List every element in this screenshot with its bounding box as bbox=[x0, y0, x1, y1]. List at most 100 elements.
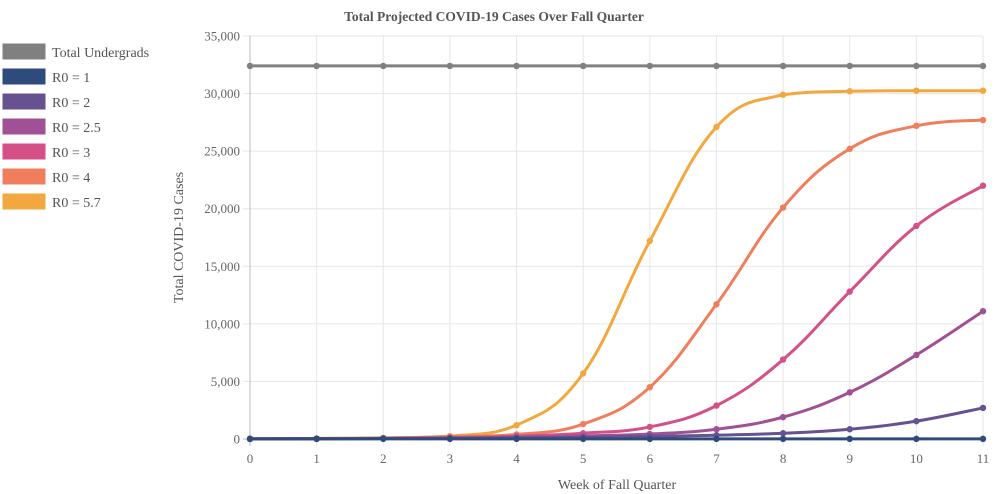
data-point[interactable] bbox=[913, 435, 920, 443]
data-point[interactable] bbox=[646, 237, 654, 245]
series-line bbox=[249, 118, 984, 441]
legend-label: R0 = 2.5 bbox=[52, 121, 101, 136]
data-point[interactable] bbox=[979, 435, 987, 443]
data-point[interactable] bbox=[713, 435, 720, 443]
series-line bbox=[249, 89, 983, 441]
data-point[interactable] bbox=[979, 87, 987, 94]
x-tick-label: 0 bbox=[247, 451, 254, 466]
data-point[interactable] bbox=[979, 116, 987, 124]
series-line bbox=[249, 309, 984, 441]
y-tick-label: 25,000 bbox=[204, 144, 240, 159]
legend-item[interactable]: R0 = 5.7 bbox=[2, 193, 101, 211]
series-r0-2-5 bbox=[246, 307, 987, 443]
data-point[interactable] bbox=[913, 417, 920, 425]
legend-label: R0 = 5.7 bbox=[52, 196, 101, 211]
data-point[interactable] bbox=[646, 383, 654, 391]
data-point[interactable] bbox=[779, 413, 787, 421]
data-point[interactable] bbox=[313, 435, 320, 443]
data-point[interactable] bbox=[979, 404, 987, 412]
legend-label: R0 = 1 bbox=[52, 71, 90, 86]
x-tick-label: 10 bbox=[910, 451, 923, 466]
y-tick-label: 30,000 bbox=[204, 86, 240, 101]
data-point[interactable] bbox=[779, 91, 787, 98]
data-point[interactable] bbox=[846, 389, 853, 396]
data-point[interactable] bbox=[913, 87, 920, 94]
data-point[interactable] bbox=[713, 426, 720, 433]
data-point[interactable] bbox=[779, 356, 787, 363]
data-point[interactable] bbox=[779, 435, 787, 443]
legend-swatch bbox=[2, 93, 46, 110]
data-point[interactable] bbox=[513, 435, 520, 443]
data-point[interactable] bbox=[579, 435, 587, 443]
data-point[interactable] bbox=[646, 62, 654, 70]
legend-swatch bbox=[2, 118, 46, 135]
data-point[interactable] bbox=[380, 62, 387, 70]
data-point[interactable] bbox=[779, 204, 787, 211]
legend-swatch bbox=[2, 193, 46, 210]
x-tick-label: 2 bbox=[380, 451, 387, 466]
data-point[interactable] bbox=[979, 62, 987, 70]
data-point[interactable] bbox=[913, 122, 920, 130]
data-point[interactable] bbox=[446, 62, 454, 70]
data-point[interactable] bbox=[646, 423, 654, 431]
data-point[interactable] bbox=[713, 402, 720, 409]
data-point[interactable] bbox=[246, 435, 254, 443]
x-tick-label: 3 bbox=[447, 451, 454, 466]
data-point[interactable] bbox=[846, 88, 853, 95]
x-axis-label: Week of Fall Quarter bbox=[558, 478, 677, 493]
data-point[interactable] bbox=[779, 62, 787, 70]
legend-item[interactable]: R0 = 1 bbox=[2, 68, 90, 86]
x-tick-label: 9 bbox=[846, 451, 853, 466]
data-point[interactable] bbox=[579, 420, 587, 428]
data-point[interactable] bbox=[513, 62, 520, 70]
data-point[interactable] bbox=[380, 435, 387, 443]
data-point[interactable] bbox=[713, 123, 720, 131]
legend-swatch bbox=[2, 68, 46, 85]
data-point[interactable] bbox=[579, 370, 587, 377]
y-tick-label: 15,000 bbox=[204, 259, 240, 274]
y-axis-ticks: 0 5,000 10,000 15,000 20,000 25,000 30,000 35,0… bbox=[204, 29, 240, 447]
data-point[interactable] bbox=[513, 421, 520, 429]
y-axis-label: Total COVID-19 Cases bbox=[172, 172, 187, 303]
x-tick-label: 5 bbox=[580, 451, 587, 466]
series-r0-1 bbox=[246, 435, 987, 443]
x-tick-label: 1 bbox=[313, 451, 320, 466]
data-point[interactable] bbox=[846, 426, 853, 433]
legend-swatch bbox=[2, 143, 46, 160]
legend-item[interactable]: R0 = 3 bbox=[2, 143, 90, 161]
data-point[interactable] bbox=[846, 145, 853, 153]
data-point[interactable] bbox=[713, 62, 720, 70]
data-point[interactable] bbox=[913, 351, 920, 359]
x-tick-label: 7 bbox=[713, 451, 720, 466]
series-r0-4 bbox=[246, 116, 987, 443]
data-point[interactable] bbox=[646, 435, 654, 443]
legend-item[interactable]: R0 = 2.5 bbox=[2, 118, 101, 136]
x-tick-label: 8 bbox=[780, 451, 787, 466]
data-point[interactable] bbox=[713, 301, 720, 308]
data-point[interactable] bbox=[913, 222, 920, 230]
series-total-undergrads bbox=[246, 62, 987, 70]
legend-swatch bbox=[2, 168, 46, 185]
legend-label: Total Undergrads bbox=[52, 46, 149, 61]
data-point[interactable] bbox=[846, 288, 853, 295]
data-point[interactable] bbox=[246, 62, 254, 70]
series-lines bbox=[246, 62, 987, 443]
data-point[interactable] bbox=[846, 435, 853, 443]
legend[interactable]: Total Undergrads R0 = 1 R0 = 2 R0 = 2.5 R0 =… bbox=[2, 43, 149, 211]
legend-item[interactable]: R0 = 2 bbox=[2, 93, 90, 111]
x-tick-label: 11 bbox=[977, 451, 990, 466]
data-point[interactable] bbox=[913, 62, 920, 70]
legend-item[interactable]: R0 = 4 bbox=[2, 168, 90, 186]
data-point[interactable] bbox=[313, 62, 320, 70]
gridlines bbox=[243, 35, 984, 446]
data-point[interactable] bbox=[446, 435, 454, 443]
data-point[interactable] bbox=[846, 62, 853, 70]
data-point[interactable] bbox=[779, 430, 787, 437]
data-point[interactable] bbox=[979, 182, 987, 189]
y-tick-label: 10,000 bbox=[204, 316, 240, 331]
y-tick-label: 20,000 bbox=[204, 201, 240, 216]
data-point[interactable] bbox=[979, 307, 987, 315]
legend-item[interactable]: Total Undergrads bbox=[2, 43, 149, 61]
data-point[interactable] bbox=[579, 62, 587, 70]
